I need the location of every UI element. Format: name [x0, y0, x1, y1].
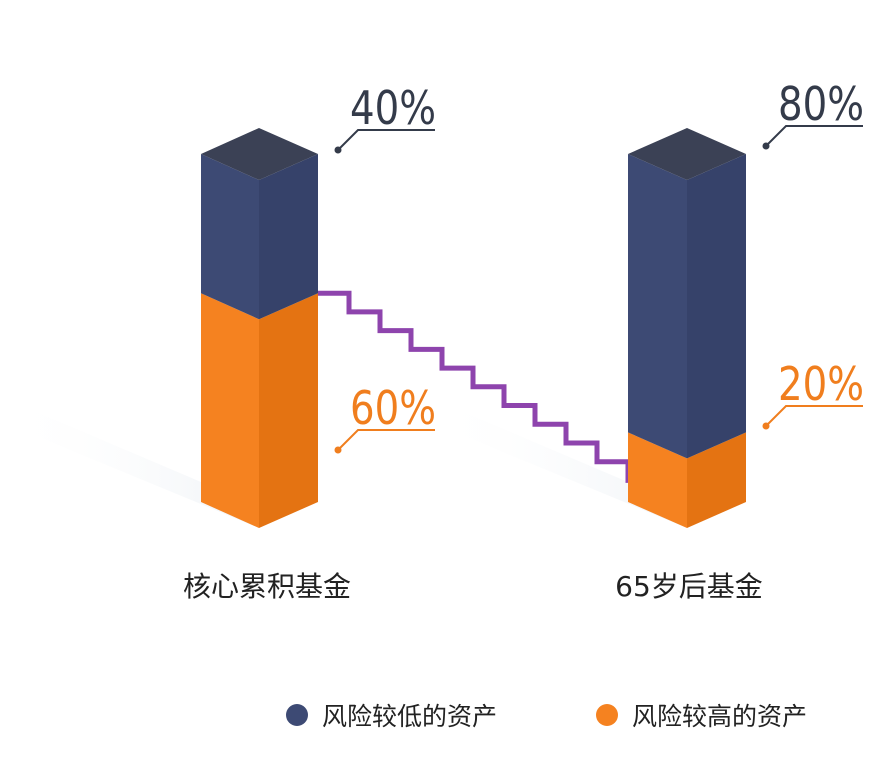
- data-label-high-risk-1: 20%: [778, 357, 864, 411]
- bar-shadow-1: [428, 397, 687, 528]
- data-label-high-risk-1-leader: [765, 405, 863, 427]
- data-label-low-risk-1: 80%: [778, 77, 864, 131]
- bar-shadows: [1, 397, 687, 528]
- bar-0-high-risk-left-face: [201, 293, 259, 528]
- bar-1-low-risk-left-face: [628, 154, 687, 459]
- bar-shadow-0: [1, 397, 259, 528]
- data-label-high-risk-0-leader: [337, 429, 435, 451]
- data-label-low-risk-0-leader: [337, 129, 435, 151]
- data-label-low-risk-1-leader: [765, 125, 863, 147]
- bar-0-top-face: [201, 128, 318, 180]
- bar-0-low-risk-right-face: [259, 154, 318, 320]
- bar-1-top-face: [628, 128, 746, 180]
- category-label-0: 核心累积基金: [183, 570, 351, 603]
- bar-0-high-risk-right-face: [259, 293, 318, 528]
- category-label-1: 65岁后基金: [615, 570, 763, 603]
- bar-1-low-risk-right-face: [687, 154, 746, 459]
- category-labels: 核心累积基金 65岁后基金: [183, 570, 763, 603]
- staircase-line: [318, 290, 631, 483]
- bars: [201, 128, 746, 528]
- bar-1-high-risk-left-face: [628, 432, 687, 528]
- data-label-low-risk-0: 40%: [350, 81, 436, 135]
- staircase-connector-line: [318, 290, 631, 483]
- callouts: 40% 60% 80% 20%: [334, 77, 864, 454]
- bar-0-low-risk-left-face: [201, 154, 259, 320]
- data-label-high-risk-0: 60%: [350, 381, 436, 435]
- bar-1-high-risk-right-face: [687, 432, 746, 528]
